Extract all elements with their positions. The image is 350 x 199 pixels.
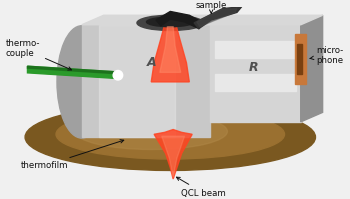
- Polygon shape: [162, 136, 184, 177]
- Polygon shape: [160, 27, 181, 72]
- Polygon shape: [151, 25, 189, 82]
- Text: QCL beam: QCL beam: [176, 177, 226, 198]
- Text: thermofilm: thermofilm: [21, 140, 124, 170]
- Text: micro-
phone: micro- phone: [310, 46, 343, 65]
- FancyBboxPatch shape: [215, 41, 296, 58]
- Text: A: A: [146, 56, 156, 69]
- Polygon shape: [27, 66, 118, 74]
- Ellipse shape: [57, 26, 106, 138]
- Polygon shape: [210, 15, 323, 25]
- FancyBboxPatch shape: [295, 34, 307, 84]
- Text: R: R: [248, 61, 258, 74]
- Ellipse shape: [137, 15, 204, 30]
- Polygon shape: [154, 130, 192, 179]
- Ellipse shape: [147, 17, 194, 27]
- Polygon shape: [27, 66, 118, 79]
- FancyBboxPatch shape: [82, 25, 210, 137]
- Text: sample: sample: [196, 1, 227, 13]
- FancyBboxPatch shape: [210, 25, 301, 122]
- Polygon shape: [156, 12, 204, 29]
- Polygon shape: [197, 9, 237, 27]
- FancyBboxPatch shape: [297, 44, 302, 74]
- FancyBboxPatch shape: [99, 25, 175, 137]
- Circle shape: [113, 70, 123, 80]
- Polygon shape: [301, 15, 323, 122]
- Ellipse shape: [75, 113, 228, 149]
- Polygon shape: [82, 15, 232, 25]
- FancyBboxPatch shape: [215, 74, 296, 91]
- Text: thermo-
couple: thermo- couple: [6, 39, 71, 70]
- Ellipse shape: [25, 104, 315, 171]
- Polygon shape: [194, 7, 242, 29]
- Ellipse shape: [56, 109, 285, 159]
